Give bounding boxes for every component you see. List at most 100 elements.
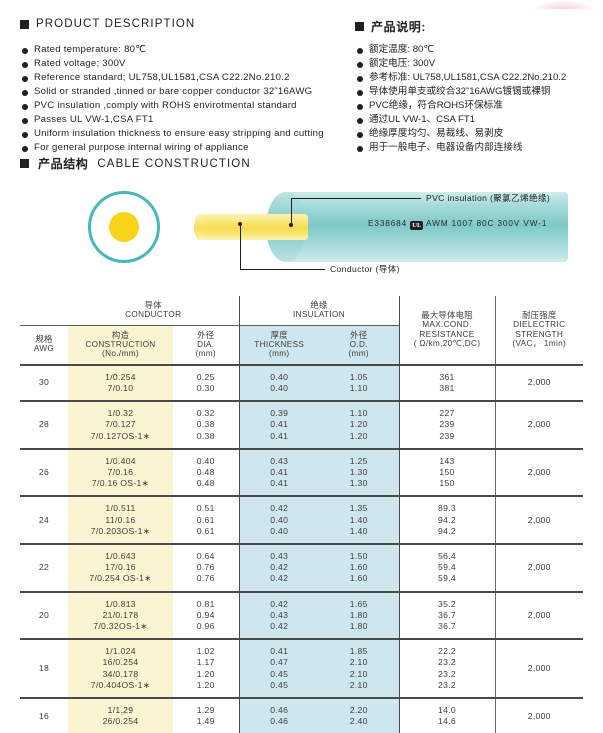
cell-value: 0.96 [196,621,215,632]
conductor-leader-label: Conductor (导体) [330,264,400,274]
column-header-conductor-dia: 外径 DIA. (mm) [173,324,239,365]
cell-value: 0.41 [270,646,289,657]
cell-conductor-dia: 0.51 0.61 0.61 [173,495,239,545]
cell-value: 0.41 [270,467,289,477]
list-item: Rated voltage; 300V [22,58,352,69]
group-header-conductor-en: CONDUCTOR [125,310,182,319]
cell-resistance: 227 239 239 [398,400,495,449]
cell-value: 23.2 [438,668,456,679]
ul-logo-icon: UL [410,221,424,230]
cell-value: 0.30 [196,382,215,393]
list-item: PVC insulation ,comply with ROHS envirot… [22,100,352,111]
cable-construction-title-en: CABLE CONSTRUCTION [97,157,251,170]
cell-value: 1.80 [349,609,368,620]
cell-awg: 16 [20,697,68,733]
cell-value: 1.40 [349,514,368,525]
round-bullet-icon [22,75,28,82]
insulation-leader-dot [289,223,293,227]
conductor-end-cap [194,214,207,240]
cell-value: 0.40 [270,371,289,382]
cell-value: 1.20 [349,419,368,430]
cell-value: 94.2 [438,514,456,525]
cell-value: 1.40 [349,525,368,536]
cell-awg: 28 [20,400,68,449]
round-bullet-icon [22,145,28,152]
cell-value: 2.10 [349,679,368,690]
table-row: 28 1/0.32 7/0.127 7/0.127OS-1∗ 0.32 0.38 0.38 0… [20,400,583,449]
cell-value: 1.29 [196,705,215,716]
list-item: 额定电压: 300V [357,58,597,69]
cell-insulation-thickness: 0.43 0.42 0.42 [238,543,319,592]
cell-insulation-thickness: 0.41 0.47 0.45 0.45 [238,638,319,699]
cell-value: 7/0.127OS-1∗ [90,430,151,441]
cell-value: 0.94 [196,609,215,620]
cell-value: 36.7 [438,621,456,632]
cell-value: 16/0.254 [102,657,139,668]
cell-insulation-od: 1.65 1.80 1.80 [319,590,399,640]
cell-awg: 18 [20,638,68,699]
cell-value: 1/1.024 [105,646,136,657]
cell-insulation-od: 2.20 2.40 [319,697,399,733]
cell-awg: 30 [20,363,68,402]
cell-value: 0.42 [270,621,289,632]
list-item-label: 额定温度: 80℃ [369,44,435,55]
cell-value: 0.76 [196,562,215,573]
cell-value: 0.61 [196,525,215,536]
column-header-insulation-od-unit: (mm) [348,349,369,359]
cell-value: 0.61 [196,514,215,525]
cell-insulation-thickness: 0.42 0.43 0.42 [238,590,319,640]
cell-value: 0.42 [270,562,289,573]
cell-value: 1.50 [349,551,368,562]
cross-section-conductor-core [109,212,139,242]
column-header-construction-en: CONSTRUCTION [85,339,156,349]
cell-awg: 24 [20,495,68,545]
list-item: Rated temperature: 80℃ [22,44,352,55]
list-item: 额定温度: 80℃ [357,44,597,55]
cell-value: 22.2 [438,646,456,657]
cell-value: 1.17 [196,657,215,668]
cable-print-legend: E338684 UL AWM 1007 80C 300V VW-1 [368,219,547,230]
cell-value: 0.48 [196,478,215,489]
column-header-resistance-en-2: RESISTANCE [419,329,475,339]
cell-value: 0.51 [196,503,215,514]
cell-resistance: 56.4 59.4 59.4 [398,543,495,592]
column-header-resistance-unit: ( Ω/km,20℃,DC) [413,339,481,349]
cell-value: 0.46 [270,705,289,716]
column-header-strength-cn: 耐压强度 [522,310,557,320]
list-item: For general purpose internal wiring of a… [22,142,352,153]
cable-body: E338684 UL AWM 1007 80C 300V VW-1 [194,192,568,262]
cell-insulation-thickness: 0.46 0.46 [238,697,319,733]
round-bullet-icon [22,47,28,54]
cell-insulation-od: 1.10 1.20 1.20 [319,400,399,449]
list-item: PVC绝缘，符合ROHS环保标准 [357,100,597,111]
round-bullet-icon [22,131,28,138]
cell-value: 1.49 [196,716,215,727]
cell-construction: 1/1.024 16/0.254 34/0.178 7/0.404OS-1∗ [68,638,173,699]
cell-value: 2.40 [349,716,368,727]
column-header-strength-unit: (VAC， 1min) [512,339,567,349]
cell-construction: 1/1.29 26/0.254 [68,697,173,733]
cell-value: 0.43 [270,609,289,620]
cable-construction-title-cn: 产品结构 [38,157,89,171]
cell-insulation-thickness: 0.39 0.41 0.41 [238,400,319,449]
cell-resistance: 22.2 23.2 23.2 23.2 [398,638,495,699]
list-item-label: 用于一般电子、电器设备内部连接线 [369,142,523,153]
cell-value: 26/0.254 [102,716,139,727]
column-header-thickness: 厚度 THICKNESS (mm) [238,324,319,365]
cell-awg: 20 [20,590,68,640]
table-row: 22 1/0.643 17/0.16 7/0.254 OS-1∗ 0.64 0.76 0.7… [20,543,583,592]
list-item: 导体使用单支或绞合32˜16AWG镀锡或裸铜 [357,86,597,97]
cell-dielectric-strength: 2,000 [494,363,583,402]
spec-table-head: 导体 CONDUCTOR 绝缘 INSULATION 最大导体电阻 MAX.CO… [20,296,583,365]
group-header-conductor-cn: 导体 [144,300,162,310]
column-header-resistance: 最大导体电阻 MAX.COND. RESISTANCE ( Ω/km,20℃,D… [398,296,495,365]
cell-value: 227 [439,408,455,419]
round-bullet-icon [357,103,363,110]
cell-value: 17/0.16 [105,562,136,573]
column-header-construction-unit: (No./mm) [102,349,139,359]
cell-value: 89.3 [438,503,456,514]
list-item: Passes UL VW-1,CSA FT1 [22,114,352,125]
column-header-strength: 耐压强度 DIELECTRIC STRENGTH (VAC， 1min) [494,296,583,365]
spec-table-element: 导体 CONDUCTOR 绝缘 INSULATION 最大导体电阻 MAX.CO… [20,296,583,733]
spec-table-body: 30 1/0.254 7/0.10 0.25 0.30 0.40 0.40 1.05 1.10 3… [20,363,583,733]
